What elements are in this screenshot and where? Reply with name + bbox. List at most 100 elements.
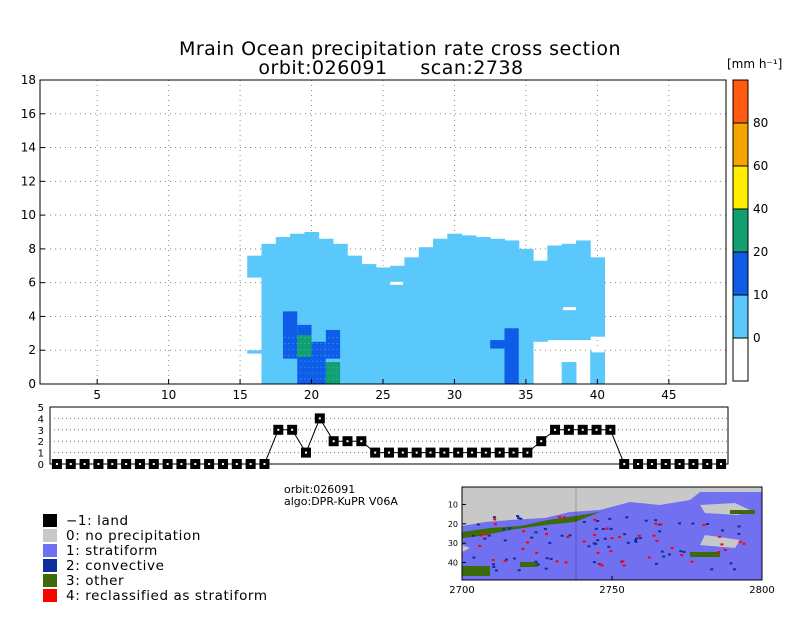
reclassified-cell bbox=[609, 550, 613, 553]
rain-column bbox=[447, 233, 463, 384]
heavy-rain-cell bbox=[490, 340, 505, 349]
reclassified-cell bbox=[598, 563, 602, 566]
marker-center bbox=[706, 463, 709, 465]
convective-cell bbox=[679, 550, 683, 553]
other-region bbox=[462, 566, 490, 576]
convective-cell bbox=[626, 541, 630, 544]
reclassified-cell bbox=[738, 540, 742, 543]
marker-center bbox=[388, 451, 390, 454]
rain-column bbox=[347, 255, 363, 384]
swath-cells bbox=[462, 487, 762, 576]
reclassified-cell bbox=[720, 543, 724, 546]
legend-label: 2: convective bbox=[66, 558, 165, 574]
other-region bbox=[520, 562, 538, 567]
marker-center bbox=[471, 451, 474, 454]
reclassified-cell bbox=[654, 522, 658, 525]
marker-center bbox=[443, 451, 446, 454]
reclassified-cell bbox=[596, 551, 600, 554]
reclassified-cell bbox=[545, 533, 548, 535]
y-axis: 0 2 4 6 8 10 12 14 16 18 bbox=[21, 73, 45, 391]
convective-cell bbox=[492, 563, 495, 566]
rain-column bbox=[361, 264, 377, 384]
rain-column bbox=[475, 237, 491, 384]
marker-center bbox=[415, 451, 418, 454]
marker-center bbox=[208, 463, 211, 465]
y-tick-label: 2 bbox=[28, 343, 36, 357]
info-orbit: orbit:026091 bbox=[284, 483, 355, 496]
y-tick-label: 6 bbox=[28, 276, 36, 290]
reclassified-cell bbox=[652, 534, 656, 537]
convective-cell bbox=[503, 539, 507, 542]
colorbar-tick-label: 80 bbox=[753, 116, 768, 130]
marker-center bbox=[720, 463, 723, 465]
rain-column bbox=[247, 350, 263, 354]
legend-swatch bbox=[43, 574, 57, 587]
convective-cell bbox=[543, 528, 547, 530]
reclassified-cell bbox=[503, 559, 507, 562]
orbit-subtitle: orbit:026091 bbox=[258, 57, 387, 79]
reclassified-cell bbox=[622, 564, 626, 567]
legend-swatch bbox=[43, 544, 57, 557]
strip-y-tick-label: 4 bbox=[38, 414, 44, 425]
marker-center bbox=[498, 451, 501, 454]
marker-center bbox=[277, 428, 280, 431]
marker-center bbox=[69, 463, 72, 465]
legend-label: 1: stratiform bbox=[66, 543, 158, 559]
convective-cell bbox=[608, 517, 612, 520]
x-tick-label: 15 bbox=[232, 388, 247, 402]
marker-center bbox=[678, 463, 681, 465]
convective-cell bbox=[634, 540, 638, 543]
legend-swatch bbox=[43, 529, 57, 542]
convective-cell bbox=[625, 516, 629, 519]
rain-column bbox=[390, 265, 405, 384]
info-algo: algo:DPR-KuPR V06A bbox=[284, 495, 398, 508]
colorbar-frame bbox=[732, 79, 749, 382]
marker-center bbox=[166, 463, 169, 465]
convective-cell bbox=[492, 565, 496, 568]
marker-center bbox=[318, 417, 321, 420]
marker-center bbox=[581, 428, 584, 431]
reclassified-cell bbox=[478, 545, 482, 547]
rain-gap bbox=[390, 281, 404, 285]
legend-swatch bbox=[43, 589, 57, 602]
reclassified-cell bbox=[659, 523, 663, 526]
other-region bbox=[462, 512, 600, 538]
colorbar-segment bbox=[733, 209, 748, 252]
strip-y-tick-label: 5 bbox=[38, 403, 44, 414]
convective-cell bbox=[660, 550, 664, 553]
colorbar-tick-label: 0 bbox=[753, 331, 761, 345]
convective-cell bbox=[733, 568, 736, 571]
y-tick-label: 8 bbox=[28, 242, 36, 256]
marker-center bbox=[304, 451, 307, 454]
reclassified-cell bbox=[621, 560, 625, 563]
marker-center bbox=[125, 463, 128, 465]
reclassified-cell bbox=[535, 552, 539, 554]
marker-center bbox=[595, 428, 598, 431]
convective-cell bbox=[560, 534, 564, 537]
colorbar-unit: [mm h⁻¹] bbox=[727, 57, 782, 71]
convective-cell bbox=[706, 523, 710, 525]
reclassified-cell bbox=[493, 523, 497, 526]
rain-column bbox=[490, 238, 505, 384]
swath-map: 10 20 30 40 2700 2750 2800 bbox=[448, 486, 775, 596]
convective-cell bbox=[678, 522, 681, 525]
convective-cell bbox=[544, 567, 548, 570]
x-tick-label: 40 bbox=[590, 388, 605, 402]
convective-cell bbox=[609, 527, 613, 530]
swath-y-tick-label: 40 bbox=[448, 559, 458, 568]
reclassified-cell bbox=[717, 551, 721, 554]
convective-cell bbox=[654, 562, 658, 565]
rain-column bbox=[533, 260, 548, 342]
swath-x-tick-label: 2700 bbox=[449, 585, 474, 596]
colorbar-tick-label: 40 bbox=[753, 202, 768, 216]
marker-center bbox=[291, 428, 294, 431]
convective-cell bbox=[517, 569, 521, 572]
convective-cell bbox=[662, 555, 666, 558]
other-region bbox=[690, 552, 720, 557]
heavy-rain-cell bbox=[504, 328, 519, 384]
swath-y-tick-label: 30 bbox=[448, 539, 458, 548]
convective-cell bbox=[534, 531, 538, 534]
rain-column bbox=[404, 257, 420, 384]
